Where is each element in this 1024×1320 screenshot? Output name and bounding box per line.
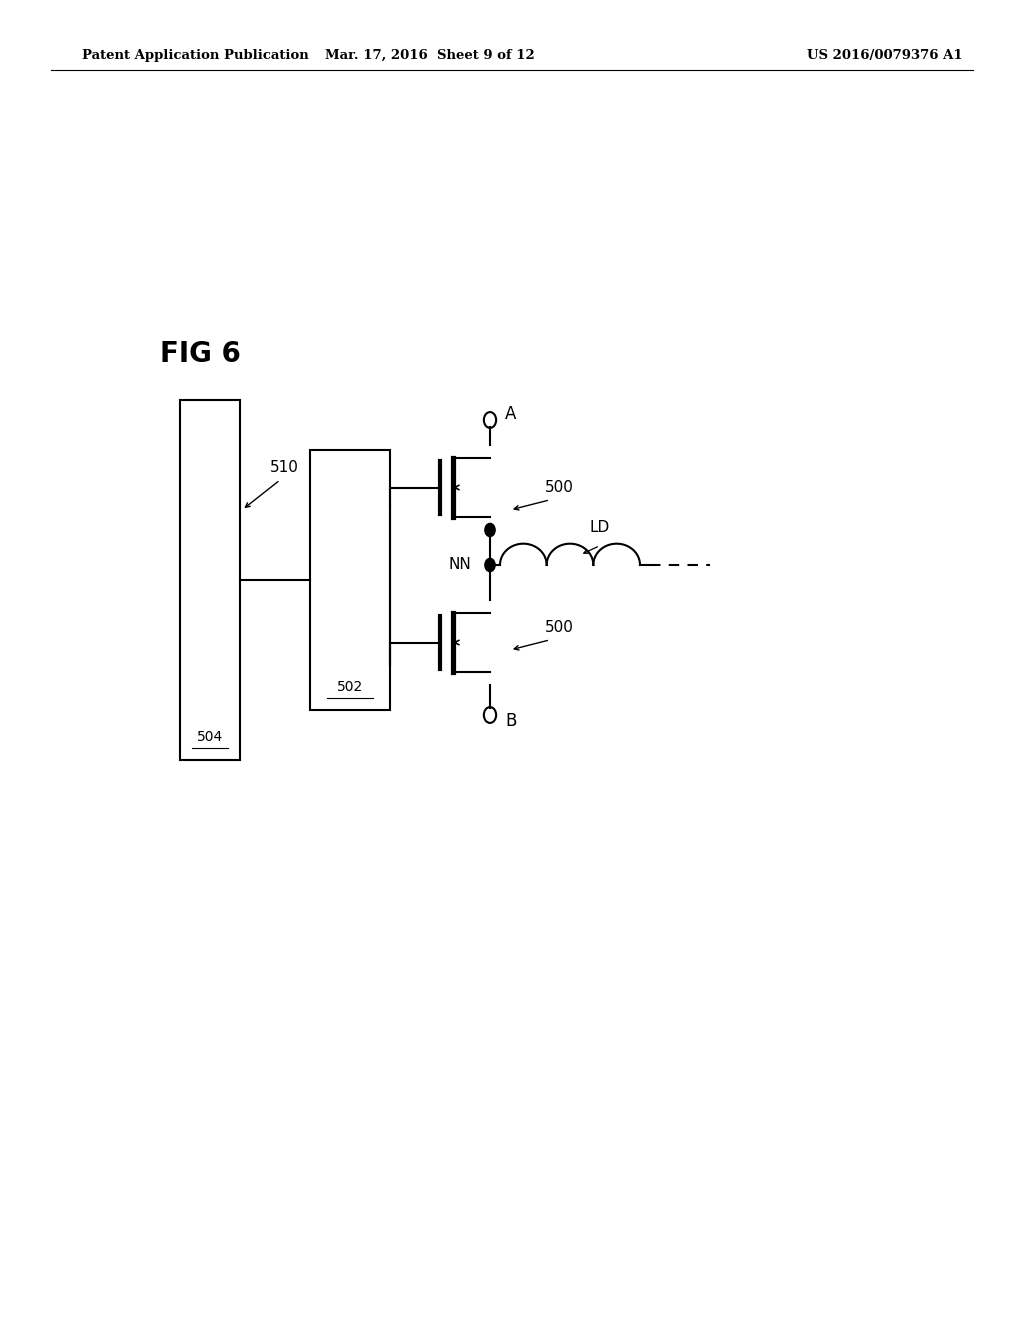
Text: NN: NN bbox=[449, 557, 472, 573]
Text: LD: LD bbox=[590, 520, 610, 535]
Text: 500: 500 bbox=[545, 480, 573, 495]
Text: 510: 510 bbox=[270, 459, 299, 475]
Bar bbox=[180, 400, 240, 760]
Text: Mar. 17, 2016  Sheet 9 of 12: Mar. 17, 2016 Sheet 9 of 12 bbox=[326, 49, 535, 62]
Bar bbox=[310, 450, 390, 710]
Text: B: B bbox=[506, 711, 517, 730]
Text: 502: 502 bbox=[337, 680, 364, 694]
Text: A: A bbox=[506, 405, 517, 422]
Text: 500: 500 bbox=[545, 620, 573, 635]
Text: FIG 6: FIG 6 bbox=[160, 341, 241, 368]
Text: Patent Application Publication: Patent Application Publication bbox=[82, 49, 308, 62]
Text: 504: 504 bbox=[197, 730, 223, 744]
Text: US 2016/0079376 A1: US 2016/0079376 A1 bbox=[807, 49, 963, 62]
Circle shape bbox=[485, 524, 496, 537]
Circle shape bbox=[485, 558, 496, 572]
